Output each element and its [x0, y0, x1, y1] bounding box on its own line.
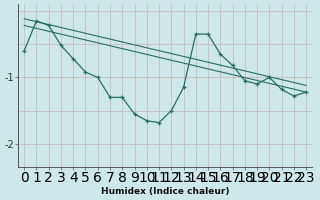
- X-axis label: Humidex (Indice chaleur): Humidex (Indice chaleur): [101, 187, 229, 196]
